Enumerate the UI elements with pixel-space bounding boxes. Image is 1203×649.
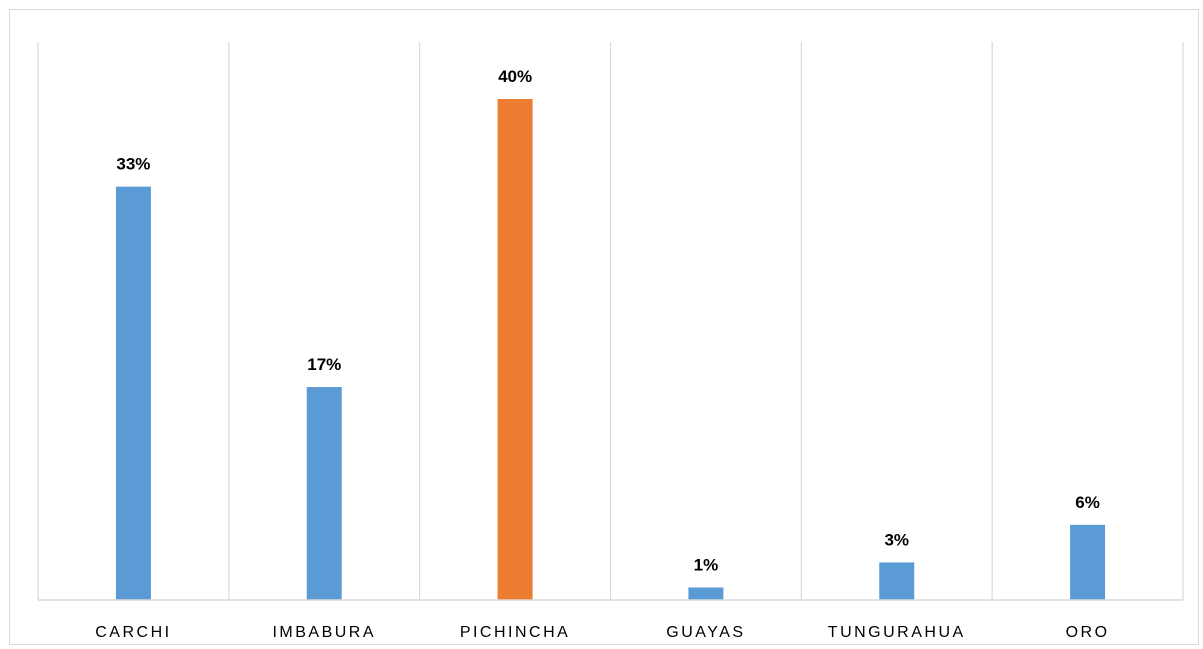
- bar-pichincha: [497, 99, 533, 600]
- category-label-imbabura: IMBABURA: [272, 624, 376, 641]
- data-label-pichincha: 40%: [498, 67, 532, 86]
- bar-imbabura: [306, 387, 342, 600]
- data-labels: 33% 17% 40% 1% 3% 6%: [116, 67, 1099, 574]
- category-label-tungurahua: TUNGURAHUA: [828, 624, 966, 641]
- data-label-guayas: 1%: [694, 555, 719, 574]
- category-gridlines: [37, 42, 1184, 600]
- data-label-carchi: 33%: [116, 155, 150, 174]
- category-label-guayas: GUAYAS: [666, 624, 745, 641]
- category-label-carchi: CARCHI: [95, 624, 171, 641]
- category-labels: CARCHI IMBABURA PICHINCHA GUAYAS TUNGURAHUA O…: [95, 624, 1110, 641]
- bar-carchi: [115, 186, 151, 601]
- bar-guayas: [688, 587, 724, 600]
- data-label-oro: 6%: [1075, 493, 1100, 512]
- category-label-oro: ORO: [1066, 624, 1110, 641]
- bar-oro: [1070, 524, 1106, 600]
- data-label-tungurahua: 3%: [884, 530, 909, 549]
- chart-frame: [9, 9, 1199, 645]
- bars: [115, 99, 1106, 601]
- bar-tungurahua: [879, 562, 915, 600]
- data-label-imbabura: 17%: [307, 355, 341, 374]
- category-label-pichincha: PICHINCHA: [460, 624, 571, 641]
